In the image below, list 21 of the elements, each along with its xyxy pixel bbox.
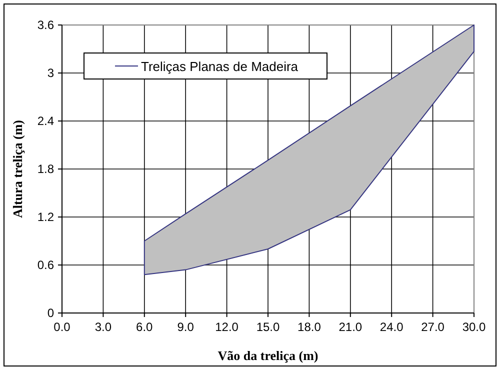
x-tick-label: 0.0 [54,320,71,334]
x-tick-label: 24.0 [380,320,404,334]
y-tick-label: 1.2 [37,210,54,224]
x-tick-label: 3.0 [94,320,112,334]
x-tick-label: 27.0 [421,320,445,334]
y-tick-label: 0 [47,306,54,320]
x-tick-label: 21.0 [338,320,362,334]
x-tick-label: 30.0 [462,320,486,334]
legend-label: Treliças Planas de Madeira [141,59,299,74]
x-tick-label: 12.0 [215,320,239,334]
x-tick-label: 9.0 [177,320,194,334]
x-tick-label: 15.0 [256,320,280,334]
y-axis-title: Altura treliça (m) [10,120,25,218]
x-tick-label: 6.0 [136,320,154,334]
y-tick-label: 1.8 [37,162,54,176]
y-tick-label: 3 [47,66,54,80]
y-tick-label: 2.4 [37,114,54,128]
x-tick-label: 18.0 [298,320,322,334]
y-tick-label: 0.6 [37,258,54,272]
y-tick-label: 3.6 [37,18,54,32]
x-axis-title: Vão da treliça (m) [218,348,318,363]
